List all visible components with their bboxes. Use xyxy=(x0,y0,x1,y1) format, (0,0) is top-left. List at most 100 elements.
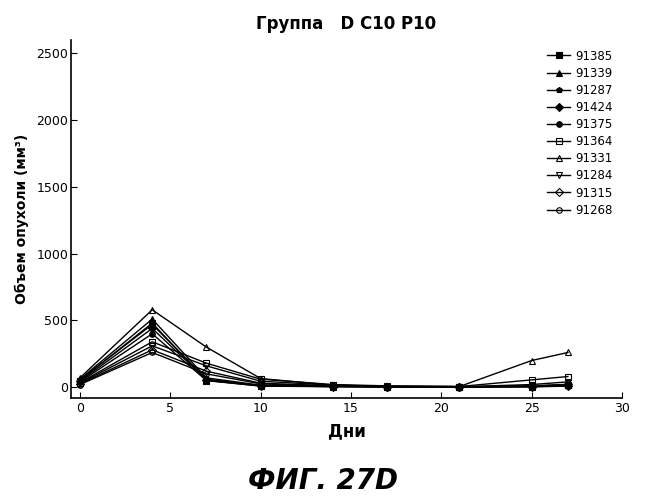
91268 xyxy=(383,384,391,390)
91424 xyxy=(455,384,463,390)
91287 xyxy=(148,322,156,328)
91385 xyxy=(257,383,264,389)
91268 xyxy=(329,383,337,389)
Line: 91268: 91268 xyxy=(77,350,571,390)
91287 xyxy=(528,384,535,390)
91331 xyxy=(455,384,463,390)
91339 xyxy=(148,316,156,322)
Title: Группа   D C10 P10: Группа D C10 P10 xyxy=(257,15,437,33)
91385 xyxy=(148,320,156,326)
91364 xyxy=(383,383,391,389)
91315 xyxy=(203,368,210,374)
91424 xyxy=(203,377,210,383)
91284 xyxy=(76,380,84,386)
91339 xyxy=(383,384,391,390)
91385 xyxy=(564,382,571,388)
91339 xyxy=(528,383,535,389)
91424 xyxy=(148,326,156,332)
91284 xyxy=(257,378,264,384)
91364 xyxy=(257,376,264,382)
91339 xyxy=(329,383,337,389)
91284 xyxy=(383,384,391,390)
91339 xyxy=(257,382,264,388)
91424 xyxy=(383,384,391,390)
91315 xyxy=(564,382,571,388)
91364 xyxy=(455,384,463,390)
91385 xyxy=(455,384,463,390)
91331 xyxy=(528,358,535,364)
91424 xyxy=(528,384,535,390)
91339 xyxy=(203,375,210,381)
91375 xyxy=(528,384,535,390)
91287 xyxy=(383,384,391,390)
Line: 91287: 91287 xyxy=(77,322,571,390)
91375 xyxy=(455,384,463,390)
91331 xyxy=(329,382,337,388)
91385 xyxy=(383,384,391,390)
91287 xyxy=(203,376,210,382)
91385 xyxy=(203,378,210,384)
91375 xyxy=(383,384,391,390)
91375 xyxy=(257,383,264,389)
Line: 91331: 91331 xyxy=(77,307,571,390)
91375 xyxy=(148,331,156,337)
91284 xyxy=(564,379,571,385)
91331 xyxy=(203,344,210,350)
91364 xyxy=(148,339,156,345)
91331 xyxy=(257,376,264,382)
Line: 91364: 91364 xyxy=(77,339,571,390)
91331 xyxy=(148,307,156,313)
91284 xyxy=(455,384,463,390)
91339 xyxy=(564,382,571,388)
91315 xyxy=(528,383,535,389)
91364 xyxy=(528,377,535,383)
91339 xyxy=(455,384,463,390)
91287 xyxy=(564,382,571,388)
91268 xyxy=(564,382,571,388)
Line: 91284: 91284 xyxy=(77,343,571,390)
91315 xyxy=(148,347,156,353)
91284 xyxy=(203,363,210,369)
X-axis label: Дни: Дни xyxy=(328,422,366,440)
91364 xyxy=(329,382,337,388)
91268 xyxy=(528,383,535,389)
91424 xyxy=(329,384,337,390)
91375 xyxy=(564,383,571,389)
91284 xyxy=(528,382,535,388)
91375 xyxy=(203,378,210,384)
91424 xyxy=(257,383,264,389)
91424 xyxy=(76,378,84,384)
91268 xyxy=(455,384,463,390)
Text: ФИГ. 27D: ФИГ. 27D xyxy=(248,467,397,495)
91331 xyxy=(564,350,571,356)
91364 xyxy=(76,380,84,386)
91339 xyxy=(76,376,84,382)
91385 xyxy=(528,384,535,390)
91385 xyxy=(329,384,337,390)
91284 xyxy=(148,343,156,349)
Line: 91424: 91424 xyxy=(77,326,571,390)
91385 xyxy=(76,378,84,384)
91268 xyxy=(203,371,210,377)
Line: 91385: 91385 xyxy=(77,320,571,390)
91424 xyxy=(564,383,571,389)
91331 xyxy=(76,375,84,381)
91375 xyxy=(329,384,337,390)
91315 xyxy=(383,384,391,390)
91287 xyxy=(257,382,264,388)
91284 xyxy=(329,382,337,388)
91287 xyxy=(455,384,463,390)
91315 xyxy=(257,380,264,386)
91315 xyxy=(455,384,463,390)
91315 xyxy=(329,383,337,389)
Line: 91375: 91375 xyxy=(77,331,571,390)
Line: 91339: 91339 xyxy=(77,316,571,390)
91364 xyxy=(564,374,571,380)
Line: 91315: 91315 xyxy=(77,347,571,390)
Y-axis label: Объем опухоли (мм³): Объем опухоли (мм³) xyxy=(15,134,29,304)
91331 xyxy=(383,383,391,389)
91315 xyxy=(76,381,84,387)
Legend: 91385, 91339, 91287, 91424, 91375, 91364, 91331, 91284, 91315, 91268: 91385, 91339, 91287, 91424, 91375, 91364… xyxy=(543,46,616,220)
91287 xyxy=(329,384,337,390)
91375 xyxy=(76,379,84,385)
